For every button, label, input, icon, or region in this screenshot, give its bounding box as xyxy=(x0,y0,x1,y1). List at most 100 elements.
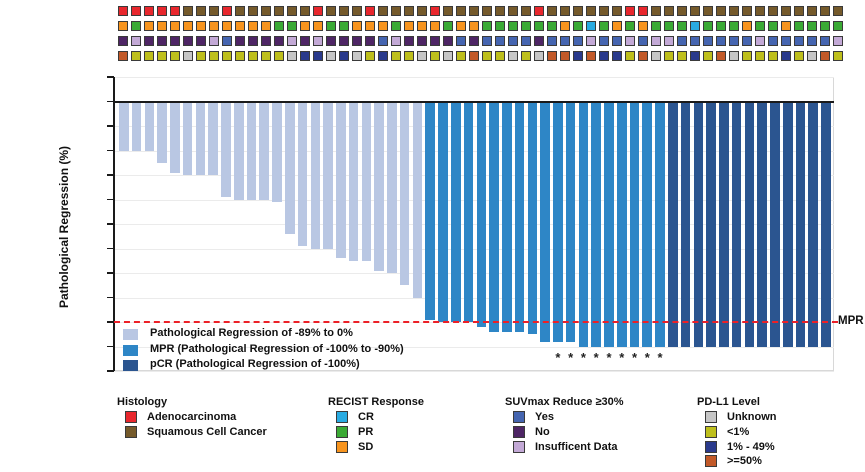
inplot-legend-label: MPR (Pathological Regression of -100% to… xyxy=(150,342,404,355)
inplot-legend-label: pCR (Pathological Regression of -100%) xyxy=(150,358,360,370)
legend-title-4: PD-L1 Level xyxy=(697,396,760,408)
annotation-cell-suvmax xyxy=(183,36,193,46)
annotation-cell-recist xyxy=(313,21,323,31)
annotation-cell-recist xyxy=(677,21,687,31)
legend-title-1: Histology xyxy=(117,396,168,408)
annotation-cell-suvmax xyxy=(274,36,284,46)
annotation-cell-suvmax xyxy=(638,36,648,46)
annotation-cell-pdl1 xyxy=(326,51,336,61)
regression-bar xyxy=(272,101,282,202)
regression-bar xyxy=(502,101,512,332)
annotation-cell-histology xyxy=(183,6,193,16)
annotation-cell-recist xyxy=(417,21,427,31)
annotation-cell-suvmax xyxy=(495,36,505,46)
legend-item-label: Insufficent Data xyxy=(535,440,618,453)
annotation-cell-pdl1 xyxy=(248,51,258,61)
annotation-cell-histology xyxy=(807,6,817,16)
legend-swatch xyxy=(336,440,348,453)
annotation-cell-suvmax xyxy=(430,36,440,46)
annotation-cell-pdl1 xyxy=(274,51,284,61)
annotation-cell-pdl1 xyxy=(456,51,466,61)
annotation-cell-recist xyxy=(729,21,739,31)
regression-bar xyxy=(476,101,487,327)
annotation-cell-recist xyxy=(794,21,804,31)
annotation-cell-recist xyxy=(326,21,336,31)
annotation-cell-pdl1 xyxy=(482,51,492,61)
annotation-cell-suvmax xyxy=(677,36,687,46)
annotation-cell-histology xyxy=(300,6,310,16)
y-tick xyxy=(107,198,114,201)
annotation-cell-suvmax xyxy=(573,36,583,46)
asterisk-marker: * xyxy=(657,349,663,365)
regression-bar xyxy=(297,101,308,247)
regression-bar xyxy=(693,101,704,347)
annotation-cell-histology xyxy=(430,6,440,16)
gridline xyxy=(114,175,834,176)
annotation-cell-histology xyxy=(677,6,687,16)
annotation-cell-pdl1 xyxy=(742,51,752,61)
legend-swatch xyxy=(336,411,348,423)
regression-bar xyxy=(591,101,601,347)
annotation-cell-suvmax xyxy=(586,36,596,46)
regression-bar xyxy=(680,101,691,347)
legend-item-label: CR xyxy=(358,411,374,423)
annotation-cell-histology xyxy=(560,6,570,16)
regression-bar xyxy=(616,101,627,347)
legend-item-label: Squamous Cell Cancer xyxy=(147,425,267,438)
annotation-cell-pdl1 xyxy=(222,51,232,61)
regression-bar xyxy=(565,101,576,342)
annotation-cell-histology xyxy=(729,6,739,16)
annotation-cell-suvmax xyxy=(222,36,232,46)
annotation-cell-histology xyxy=(339,6,349,16)
annotation-cell-pdl1 xyxy=(781,51,791,61)
y-tick xyxy=(107,149,114,152)
gridline xyxy=(114,224,834,225)
annotation-cell-suvmax xyxy=(378,36,388,46)
annotation-cell-recist xyxy=(430,21,440,31)
annotation-cell-pdl1 xyxy=(560,51,570,61)
legend-item-label: 1% - 49% xyxy=(727,440,775,453)
annotation-cell-histology xyxy=(638,6,648,16)
annotation-cell-histology xyxy=(508,6,518,16)
annotation-cell-pdl1 xyxy=(235,51,245,61)
annotation-cell-suvmax xyxy=(352,36,362,46)
annotation-cell-histology xyxy=(521,6,531,16)
annotation-cell-recist xyxy=(703,21,713,31)
annotation-cell-histology xyxy=(833,6,843,16)
regression-bar xyxy=(489,101,499,332)
regression-bar xyxy=(604,101,614,347)
annotation-cell-recist xyxy=(443,21,453,31)
annotation-cell-pdl1 xyxy=(209,51,219,61)
annotation-cell-recist xyxy=(287,21,297,31)
annotation-cell-suvmax xyxy=(599,36,609,46)
regression-bar xyxy=(527,101,538,335)
annotation-cell-pdl1 xyxy=(313,51,323,61)
annotation-cell-histology xyxy=(222,6,232,16)
annotation-cell-pdl1 xyxy=(638,51,648,61)
annotation-cell-recist xyxy=(248,21,258,31)
legend-swatch xyxy=(705,455,717,468)
annotation-cell-suvmax xyxy=(508,36,518,46)
legend-swatch xyxy=(125,425,137,438)
regression-bar xyxy=(157,101,167,163)
annotation-cell-recist xyxy=(807,21,817,31)
gridline xyxy=(114,150,834,152)
legend-swatch xyxy=(513,425,525,438)
annotation-cell-pdl1 xyxy=(508,51,518,61)
annotation-cell-histology xyxy=(690,6,700,16)
annotation-cell-suvmax xyxy=(625,36,635,46)
annotation-cell-recist xyxy=(170,21,180,31)
regression-bar xyxy=(208,101,218,175)
annotation-cell-histology xyxy=(365,6,375,16)
annotation-cell-histology xyxy=(131,6,141,16)
y-tick xyxy=(107,100,114,103)
regression-bar xyxy=(246,101,257,200)
asterisk-marker: * xyxy=(555,349,561,365)
inplot-legend-label: Pathological Regression of -89% to 0% xyxy=(150,327,353,339)
annotation-cell-pdl1 xyxy=(144,51,154,61)
legend-item-label: No xyxy=(535,425,550,438)
regression-bar xyxy=(731,101,742,347)
annotation-cell-pdl1 xyxy=(495,51,505,61)
annotation-cell-histology xyxy=(664,6,674,16)
gridline xyxy=(114,126,834,127)
